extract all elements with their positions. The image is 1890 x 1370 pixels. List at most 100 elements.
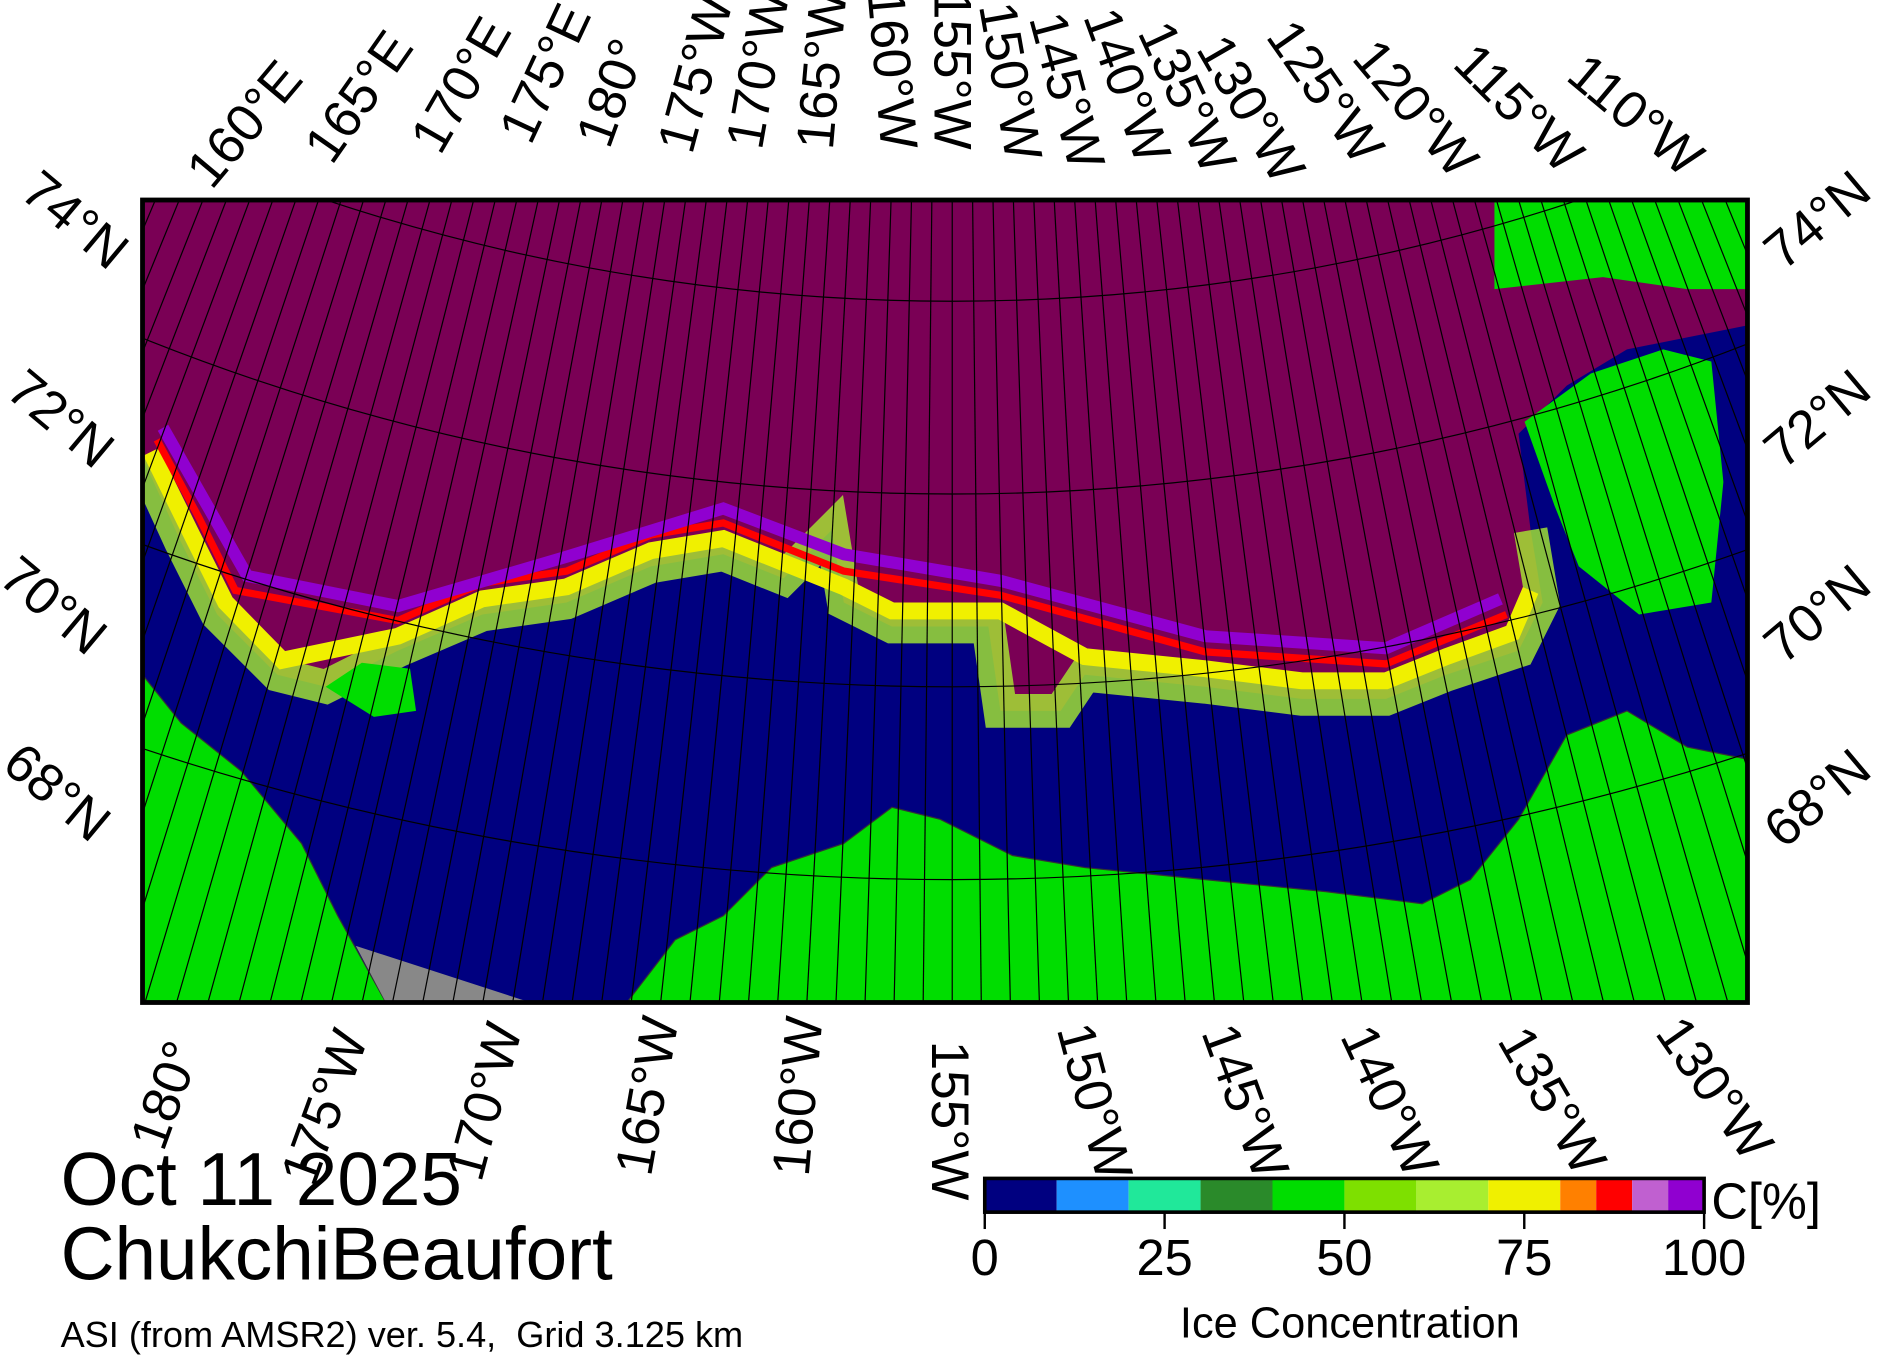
- meridian: [893, 200, 913, 1003]
- meridian: [142, 200, 320, 727]
- meridian: [1135, 200, 1216, 1003]
- lon-label: 160°E: [175, 50, 313, 199]
- meridian: [300, 200, 496, 1003]
- region: ChukchiBeaufort: [61, 1212, 613, 1296]
- lat-label: 68°N: [1753, 738, 1882, 859]
- meridian: [1094, 200, 1157, 1003]
- map-area: [142, 200, 1748, 1003]
- meridian: [1053, 200, 1099, 1003]
- meridian: [1280, 200, 1423, 1003]
- meridian: [1451, 200, 1666, 1003]
- lat-label: 70°N: [0, 545, 118, 666]
- colorbar-segment: [1632, 1178, 1669, 1213]
- meridian: [1562, 200, 1748, 771]
- lon-label: 155°W: [920, 1041, 979, 1201]
- meridian: [452, 200, 603, 1003]
- meridian: [391, 200, 561, 1003]
- meridian: [1517, 200, 1748, 965]
- meridian: [1365, 200, 1543, 1003]
- meridian: [142, 200, 297, 643]
- lon-label: 155°W: [923, 0, 982, 150]
- meridian: [1473, 200, 1698, 1003]
- meridian: [992, 200, 1011, 1003]
- colorbar-segment: [1056, 1178, 1129, 1213]
- meridian: [922, 200, 933, 1003]
- land: [142, 673, 387, 1003]
- colorbar-segment: [1596, 1178, 1633, 1213]
- meridian: [1239, 200, 1363, 1003]
- meridian: [1585, 200, 1748, 683]
- land: [1494, 200, 1748, 290]
- meridian: [330, 200, 518, 1003]
- meridian: [1540, 200, 1748, 865]
- lat-label: 72°N: [1753, 358, 1882, 479]
- colorbar-tick-label: 100: [1662, 1229, 1746, 1286]
- meridian: [864, 200, 892, 1003]
- colorbar-segment: [1128, 1178, 1201, 1213]
- meridian: [482, 200, 624, 1003]
- lon-label: 170°E: [399, 7, 523, 162]
- meridian: [1033, 200, 1070, 1003]
- colorbar-segment: [1560, 1178, 1597, 1213]
- lon-label: 145°W: [1190, 1016, 1300, 1186]
- date: Oct 11 2025: [61, 1137, 462, 1221]
- meridian: [689, 200, 769, 1003]
- meridian: [571, 200, 687, 1003]
- source: ASI (from AMSR2) ver. 5.4, Grid 3.125 km: [61, 1314, 744, 1355]
- meridian: [835, 200, 872, 1003]
- meridian: [1608, 200, 1748, 601]
- colorbar: 0 25 50 75 100: [971, 1176, 1746, 1286]
- lon-label: 150°W: [1045, 1017, 1143, 1186]
- colorbar-unit: C[%]: [1711, 1172, 1821, 1229]
- meridian: [1408, 200, 1605, 1003]
- lat-label: 72°N: [0, 358, 125, 479]
- meridian: [422, 200, 582, 1003]
- colorbar-label: Ice Concentration: [1180, 1299, 1520, 1347]
- meridian: [1301, 200, 1453, 1003]
- no-data: [355, 945, 531, 1003]
- meridian: [1074, 200, 1128, 1003]
- meridian: [144, 200, 387, 1003]
- meridian: [1495, 200, 1729, 1003]
- meridian: [806, 200, 851, 1003]
- meridian: [142, 200, 274, 564]
- meridian: [777, 200, 831, 1003]
- meridian: [1012, 200, 1040, 1003]
- meridian: [1430, 200, 1635, 1003]
- meridian: [142, 200, 342, 816]
- meridian: [512, 200, 645, 1003]
- land: [325, 662, 417, 717]
- lat-label: 70°N: [1753, 554, 1882, 675]
- lon-label: 135°W: [1486, 1017, 1617, 1185]
- lon-label: 165°W: [786, 0, 859, 152]
- lon-label: 140°W: [1329, 1016, 1450, 1186]
- ice-edge-high: [143, 448, 1539, 690]
- lat-label: 74°N: [11, 160, 140, 281]
- meridian: [630, 200, 728, 1003]
- colorbar-segment: [1272, 1178, 1345, 1213]
- colorbar-segment: [1344, 1178, 1417, 1213]
- lat-label: 74°N: [1753, 160, 1882, 281]
- colorbar-tick-label: 50: [1316, 1229, 1372, 1286]
- map-frame: [140, 197, 1750, 1005]
- meridian: [1176, 200, 1274, 1003]
- meridian: [718, 200, 790, 1003]
- meridian: [1387, 200, 1574, 1003]
- lon-label: 160°W: [856, 0, 929, 152]
- meridian: [1156, 200, 1245, 1003]
- colorbar-segment: [1416, 1178, 1489, 1213]
- meridian: [1323, 200, 1483, 1003]
- meridian: [541, 200, 666, 1003]
- colorbar-segment: [1200, 1178, 1273, 1213]
- meridian: [361, 200, 539, 1003]
- colorbar-segment: [1488, 1178, 1561, 1213]
- ice-edge-purple: [157, 424, 1503, 655]
- lon-label: 165°E: [293, 20, 424, 173]
- meridian: [660, 200, 749, 1003]
- meridian: [1218, 200, 1333, 1003]
- meridian: [747, 200, 810, 1003]
- lon-label: 165°W: [605, 1012, 691, 1179]
- meridian: [207, 200, 431, 1003]
- colorbar-tick-label: 0: [971, 1229, 999, 1286]
